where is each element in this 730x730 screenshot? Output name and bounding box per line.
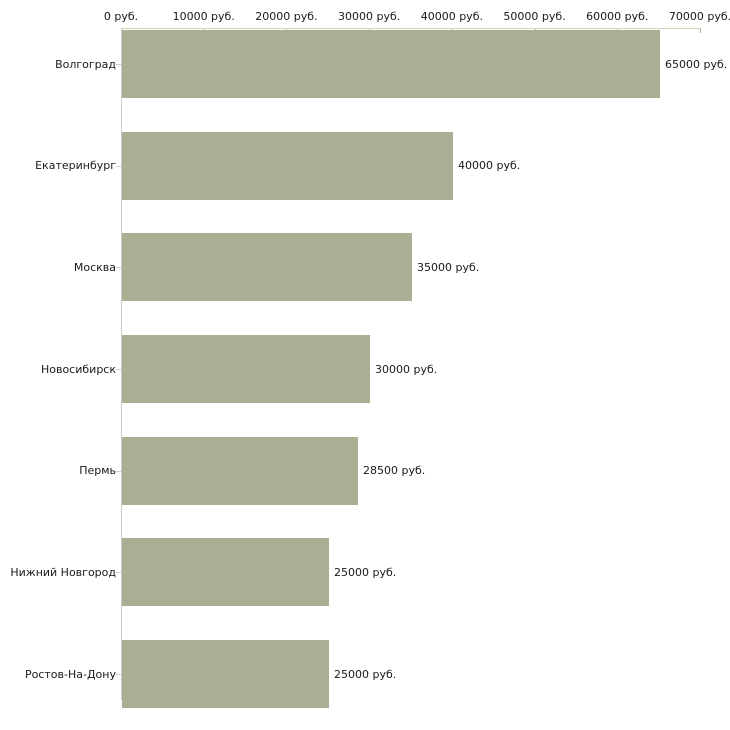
x-axis-tick-label: 50000 руб. xyxy=(503,10,566,23)
bar-7 xyxy=(122,640,329,709)
y-axis-tick-mark xyxy=(116,267,121,268)
bar-value-label: 35000 руб. xyxy=(417,260,480,274)
x-axis-tick-mark xyxy=(700,28,701,33)
y-axis-tick-mark xyxy=(116,64,121,65)
x-axis-tick-label: 40000 руб. xyxy=(420,10,483,23)
category-label: Волгоград xyxy=(55,57,116,71)
x-axis-tick-label: 60000 руб. xyxy=(586,10,649,23)
x-axis-tick-label: 20000 руб. xyxy=(255,10,318,23)
bar-4 xyxy=(122,335,370,403)
category-label: Новосибирск xyxy=(40,362,116,376)
y-axis-tick-mark xyxy=(116,674,121,675)
y-axis-tick-mark xyxy=(116,166,121,167)
x-axis-tick-label: 0 руб. xyxy=(103,10,139,23)
x-axis-line xyxy=(121,28,700,29)
bar-value-label: 25000 руб. xyxy=(334,565,397,579)
x-axis-tick-label: 70000 руб. xyxy=(668,10,730,23)
category-label: Пермь xyxy=(79,464,116,478)
y-axis-tick-mark xyxy=(116,572,121,573)
bar-value-label: 30000 руб. xyxy=(375,362,438,376)
bar-value-label: 25000 руб. xyxy=(334,667,397,681)
category-label: Екатеринбург xyxy=(35,159,116,173)
bar-1 xyxy=(122,30,660,98)
bar-5 xyxy=(122,436,358,505)
bar-6 xyxy=(122,538,329,607)
bar-3 xyxy=(122,233,412,302)
y-axis-tick-mark xyxy=(116,369,121,370)
bar-value-label: 28500 руб. xyxy=(363,464,426,478)
y-axis-tick-mark xyxy=(116,471,121,472)
bar-value-label: 65000 руб. xyxy=(665,57,728,71)
bar-value-label: 40000 руб. xyxy=(458,159,521,173)
bar-2 xyxy=(122,131,453,200)
x-axis-tick-label: 30000 руб. xyxy=(338,10,401,23)
x-axis-tick-label: 10000 руб. xyxy=(172,10,235,23)
category-label: Ростов-На-Дону xyxy=(24,667,116,681)
y-axis-line xyxy=(121,28,122,700)
category-label: Москва xyxy=(73,260,116,274)
category-label: Нижний Новгород xyxy=(10,565,116,579)
